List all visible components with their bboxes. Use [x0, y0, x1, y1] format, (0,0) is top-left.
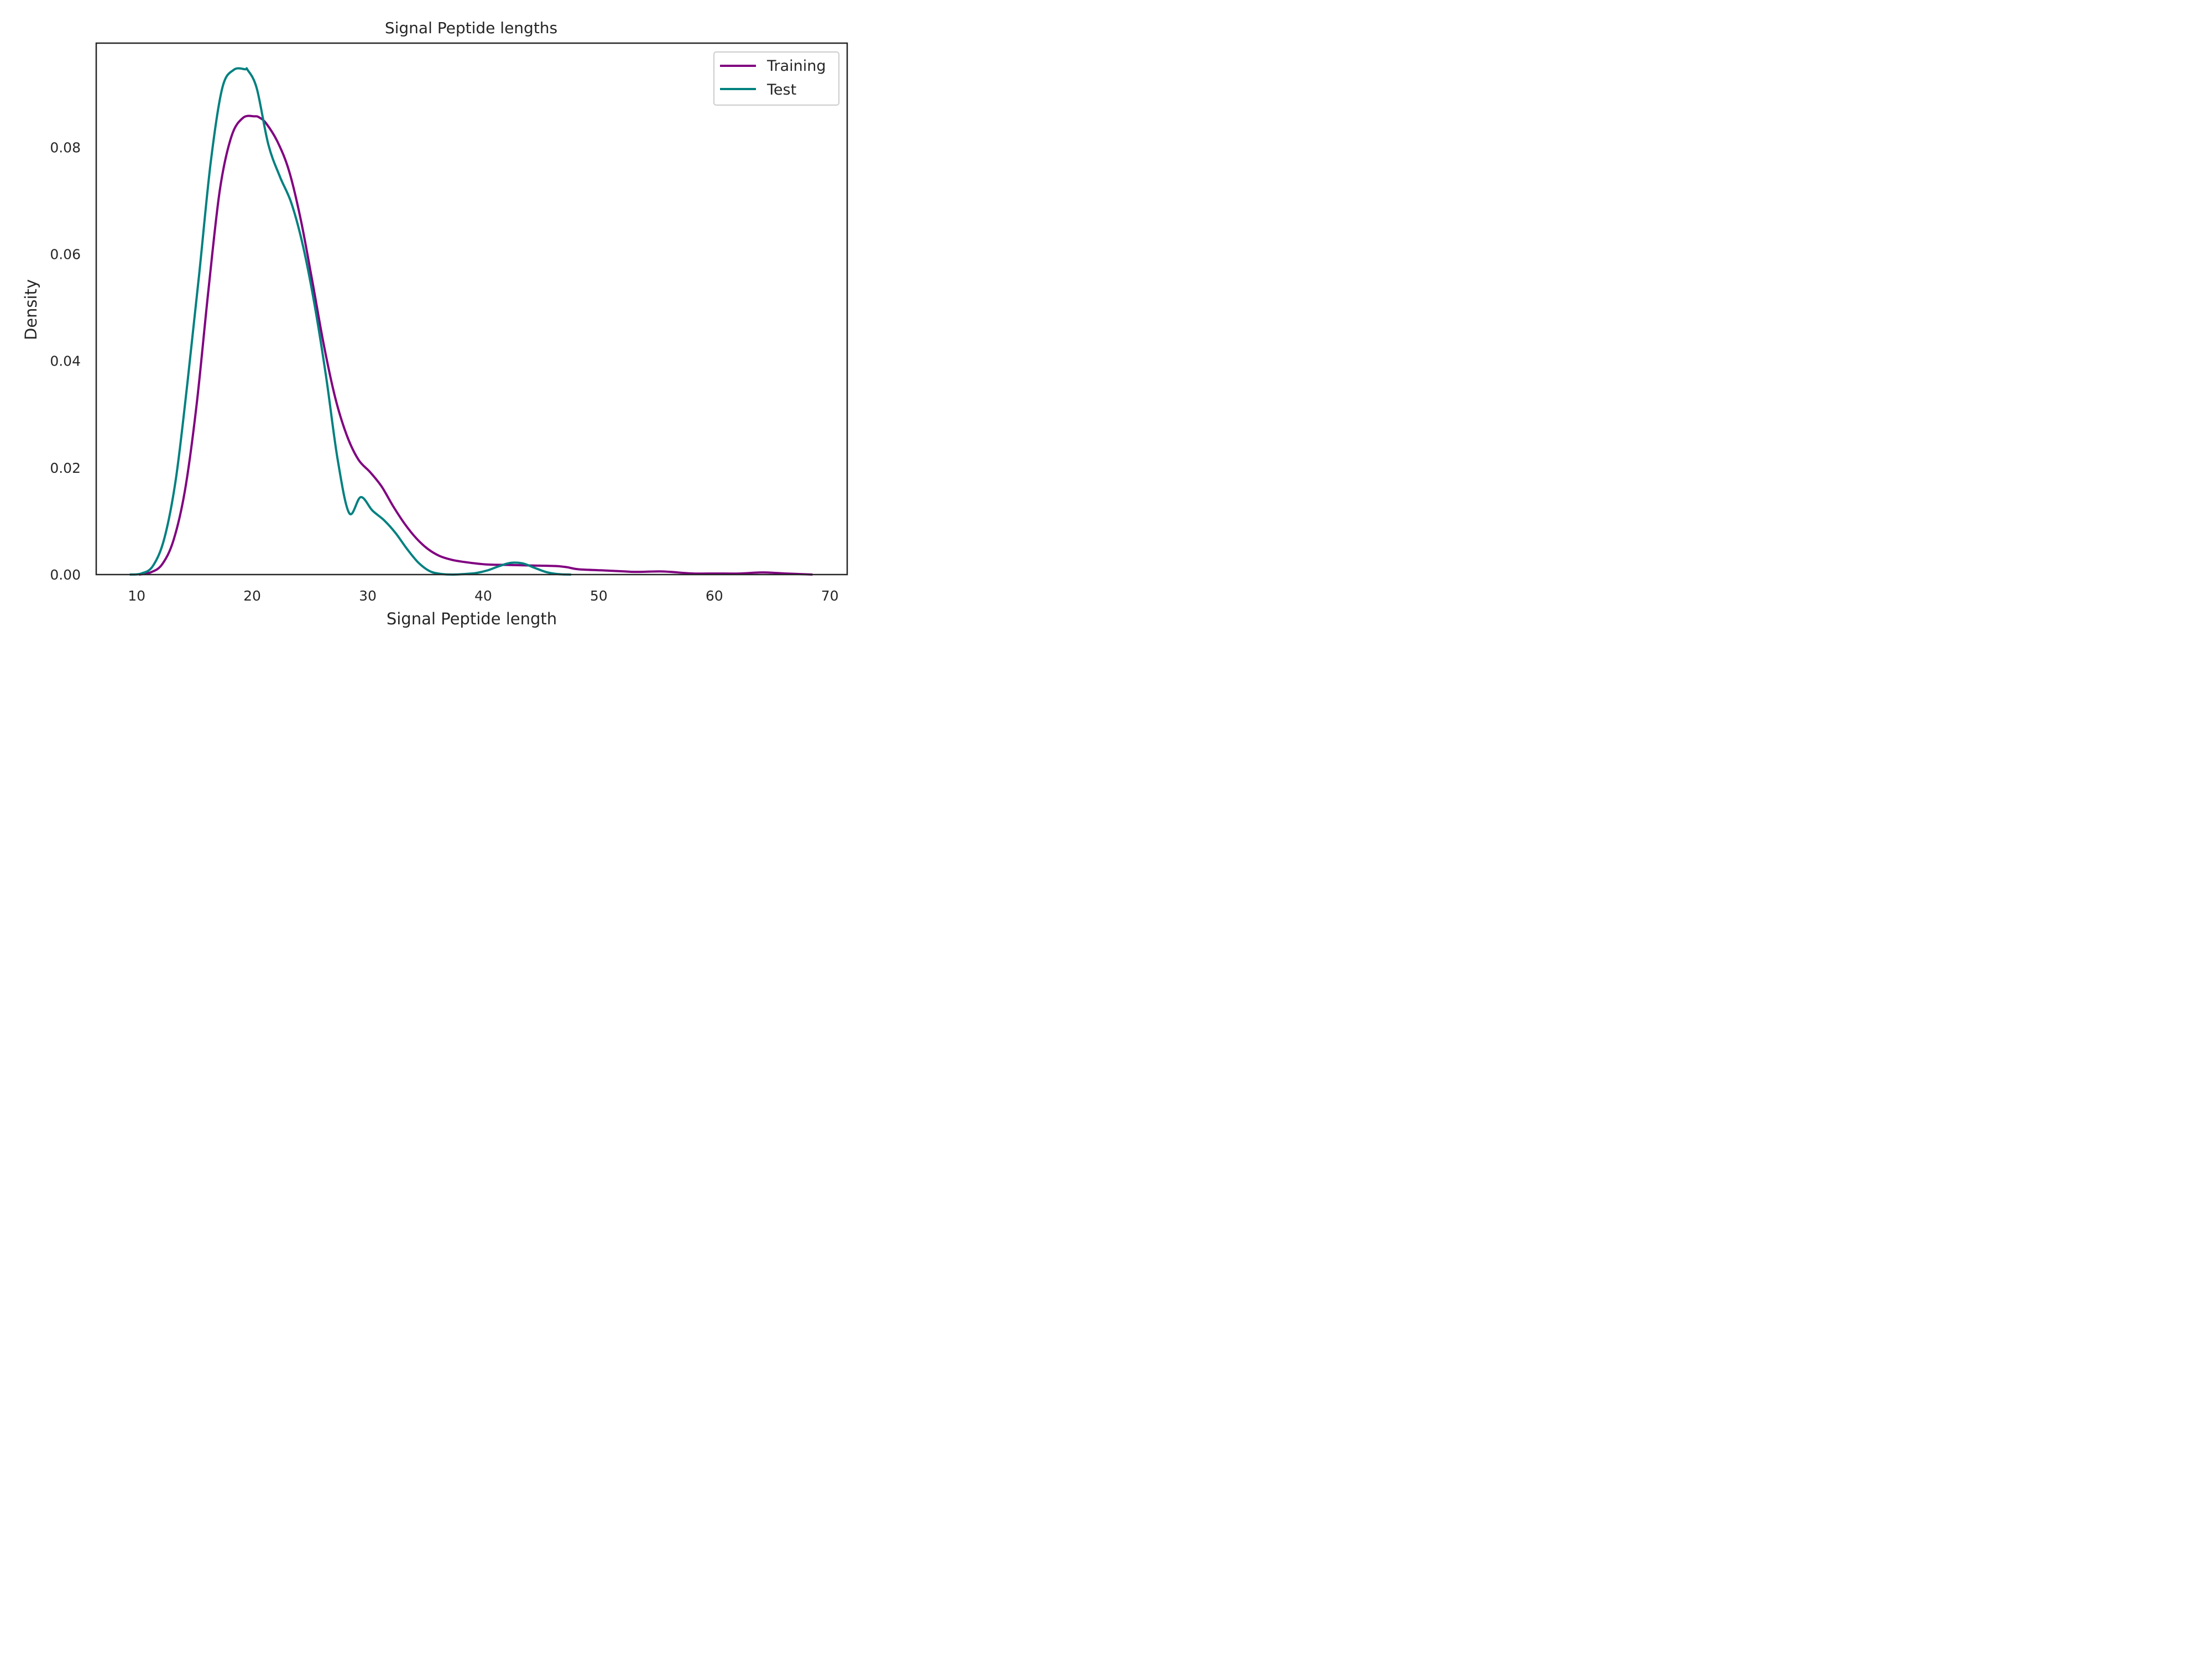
density-chart: Signal Peptide lengths 10 20 30 40 50 60 70 0.… [0, 0, 865, 649]
y-tick-label: 0.08 [50, 139, 81, 155]
x-tick-label: 50 [590, 588, 608, 604]
x-axis-title: Signal Peptide length [387, 609, 557, 628]
x-axis: 10 20 30 40 50 60 70 [128, 588, 838, 604]
x-tick-label: 10 [128, 588, 145, 604]
series-line-training [138, 114, 813, 576]
legend-label-training: Training [766, 58, 826, 75]
y-tick-label: 0.00 [50, 567, 81, 583]
legend: Training Test [713, 51, 839, 106]
plot-frame [95, 42, 848, 576]
y-tick-label: 0.06 [50, 247, 81, 263]
plot-area [95, 42, 848, 576]
plot-background [96, 43, 847, 575]
legend-label-test: Test [766, 81, 796, 98]
x-tick-label: 70 [821, 588, 839, 604]
x-tick-label: 60 [706, 588, 723, 604]
x-tick-label: 20 [243, 588, 261, 604]
x-tick-label: 40 [474, 588, 492, 604]
y-axis-title: Density [22, 279, 40, 340]
y-tick-label: 0.04 [50, 353, 81, 369]
y-tick-label: 0.02 [50, 460, 81, 476]
x-tick-label: 30 [359, 588, 377, 604]
series-layer [129, 67, 813, 576]
y-axis: 0.00 0.02 0.04 0.06 0.08 [50, 139, 81, 583]
series-line-test [129, 67, 571, 576]
chart-title: Signal Peptide lengths [385, 19, 557, 37]
